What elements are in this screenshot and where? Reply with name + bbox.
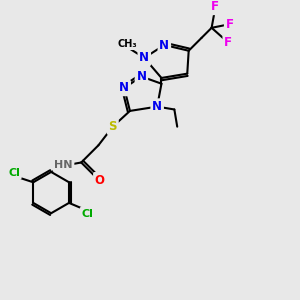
Text: HN: HN: [54, 160, 73, 170]
Text: N: N: [136, 70, 146, 83]
Text: N: N: [159, 38, 169, 52]
Text: N: N: [119, 82, 129, 94]
Text: Cl: Cl: [8, 168, 20, 178]
Text: N: N: [152, 100, 162, 113]
Text: N: N: [139, 51, 149, 64]
Text: S: S: [109, 120, 117, 133]
Text: CH₃: CH₃: [117, 39, 137, 49]
Text: F: F: [224, 36, 232, 49]
Text: O: O: [95, 174, 105, 187]
Text: F: F: [211, 0, 218, 14]
Text: F: F: [226, 18, 234, 32]
Text: Cl: Cl: [81, 208, 93, 218]
